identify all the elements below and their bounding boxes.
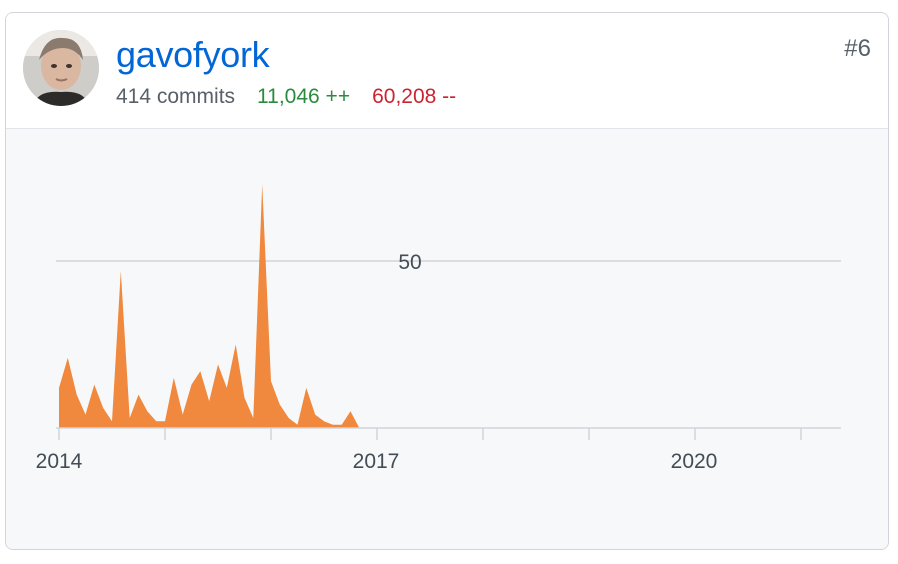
additions-count: 11,046 ++ (257, 85, 351, 108)
y-tick-label: 50 (398, 251, 421, 274)
avatar[interactable] (23, 30, 99, 106)
contributor-rank: #6 (844, 35, 871, 62)
x-tick-label-2014: 2014 (36, 450, 83, 473)
x-ticks (58, 428, 802, 440)
contributor-card: gavofyork 414 commits 11,046 ++ 60,208 -- … (5, 12, 889, 550)
contributor-username-link[interactable]: gavofyork (116, 34, 270, 75)
avatar-image (23, 30, 99, 106)
contribution-chart-svg: 50 2014 2017 2020 (36, 184, 841, 473)
contribution-chart: 50 2014 2017 2020 (6, 129, 888, 549)
contributor-header: gavofyork 414 commits 11,046 ++ 60,208 -- … (6, 13, 888, 129)
commit-area (59, 184, 369, 428)
contributor-stats: 414 commits 11,046 ++ 60,208 -- (116, 83, 456, 111)
commit-count[interactable]: 414 commits (116, 85, 236, 108)
x-tick-label-2020: 2020 (671, 450, 718, 473)
deletions-count: 60,208 -- (372, 85, 457, 108)
x-tick-label-2017: 2017 (353, 450, 400, 473)
